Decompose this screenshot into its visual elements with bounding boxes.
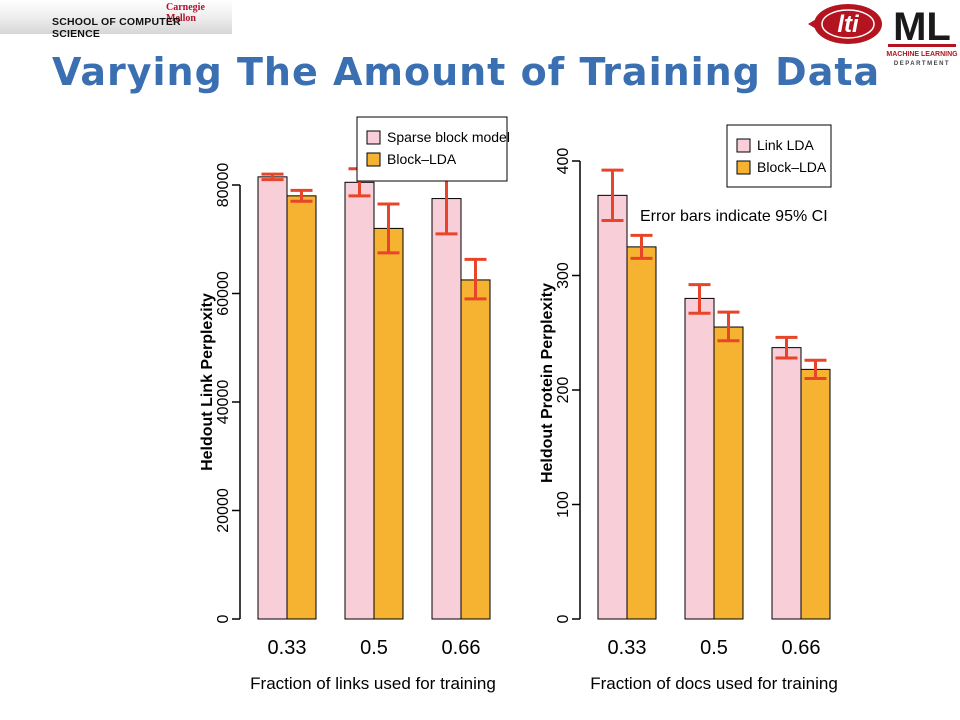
legend-box — [726, 124, 832, 188]
y-tick-label: 60000 — [215, 271, 232, 316]
link-perplexity-chart: 0 20000 40000 60000 80000 0.33 0.5 0.66 Fracti… — [199, 116, 510, 693]
y-axis: 0 20000 40000 60000 80000 — [215, 163, 241, 623]
lti-logo-text: lti — [837, 11, 860, 38]
legend-label: Link LDA — [757, 137, 814, 153]
legend-label: Block–LDA — [757, 159, 827, 175]
legend: Sparse block model Block–LDA — [356, 116, 510, 182]
y-tick-label: 300 — [555, 262, 572, 289]
bars — [257, 176, 491, 620]
bars — [597, 194, 831, 620]
y-tick-label: 0 — [215, 614, 232, 623]
ml-logo: ML MACHINE LEARNING DEPARTMENT — [886, 5, 958, 67]
ml-logo-text: ML — [893, 5, 951, 49]
y-tick-label: 200 — [555, 377, 572, 404]
header-bar: Carnegie Mellon SCHOOL OF COMPUTER SCIEN… — [0, 0, 232, 40]
legend-swatch — [366, 152, 381, 167]
bar — [373, 227, 404, 620]
x-tick-label: 0.66 — [442, 637, 481, 659]
bar — [626, 246, 657, 620]
lti-logo: lti — [808, 4, 882, 44]
legend-box — [356, 116, 508, 182]
x-tick-label: 0.33 — [608, 637, 647, 659]
x-axis-label: Fraction of links used for training — [250, 674, 496, 693]
y-axis-label: Heldout Link Perplexity — [199, 293, 216, 471]
annotation: Error bars indicate 95% CI — [640, 208, 828, 225]
y-axis-label: Heldout Protein Perplexity — [539, 283, 556, 483]
y-tick-label: 100 — [555, 491, 572, 518]
y-tick-label: 80000 — [215, 163, 232, 208]
bar — [286, 195, 317, 620]
x-tick-label: 0.5 — [700, 637, 728, 659]
y-axis: 0 100 200 300 400 — [555, 148, 581, 623]
legend-swatch — [366, 130, 381, 145]
protein-perplexity-chart: 0 100 200 300 400 0.33 0.5 0.66 Fraction of do… — [539, 124, 838, 693]
ml-dept-line1: MACHINE LEARNING — [886, 51, 958, 58]
x-tick-label: 0.5 — [360, 637, 388, 659]
legend-label: Block–LDA — [387, 151, 457, 167]
x-tick-labels: 0.33 0.5 0.66 — [268, 637, 481, 659]
bar — [771, 347, 802, 620]
legend-swatch — [736, 160, 751, 175]
y-tick-label: 0 — [555, 614, 572, 623]
y-tick-label: 40000 — [215, 380, 232, 425]
bar — [257, 176, 288, 620]
bar — [431, 198, 462, 620]
bar — [597, 194, 628, 620]
y-tick-label: 20000 — [215, 488, 232, 533]
x-axis-label: Fraction of docs used for training — [590, 674, 838, 693]
x-tick-label: 0.66 — [782, 637, 821, 659]
x-tick-labels: 0.33 0.5 0.66 — [608, 637, 821, 659]
legend-swatch — [736, 138, 751, 153]
ml-dept-line2: DEPARTMENT — [894, 61, 950, 67]
bar — [344, 181, 375, 620]
x-tick-label: 0.33 — [268, 637, 307, 659]
slide-title: Varying The Amount of Training Data — [52, 50, 881, 94]
legend-label: Sparse block model — [387, 129, 510, 145]
bar — [800, 368, 831, 620]
legend: Link LDA Block–LDA — [726, 124, 832, 188]
cmu-name: Carnegie Mellon — [166, 2, 205, 24]
error-bars — [601, 168, 827, 381]
y-tick-label: 400 — [555, 148, 572, 175]
school-name: SCHOOL OF COMPUTER SCIENCE — [52, 16, 181, 40]
bar — [684, 297, 715, 620]
bar — [713, 326, 744, 620]
bar — [460, 279, 491, 620]
